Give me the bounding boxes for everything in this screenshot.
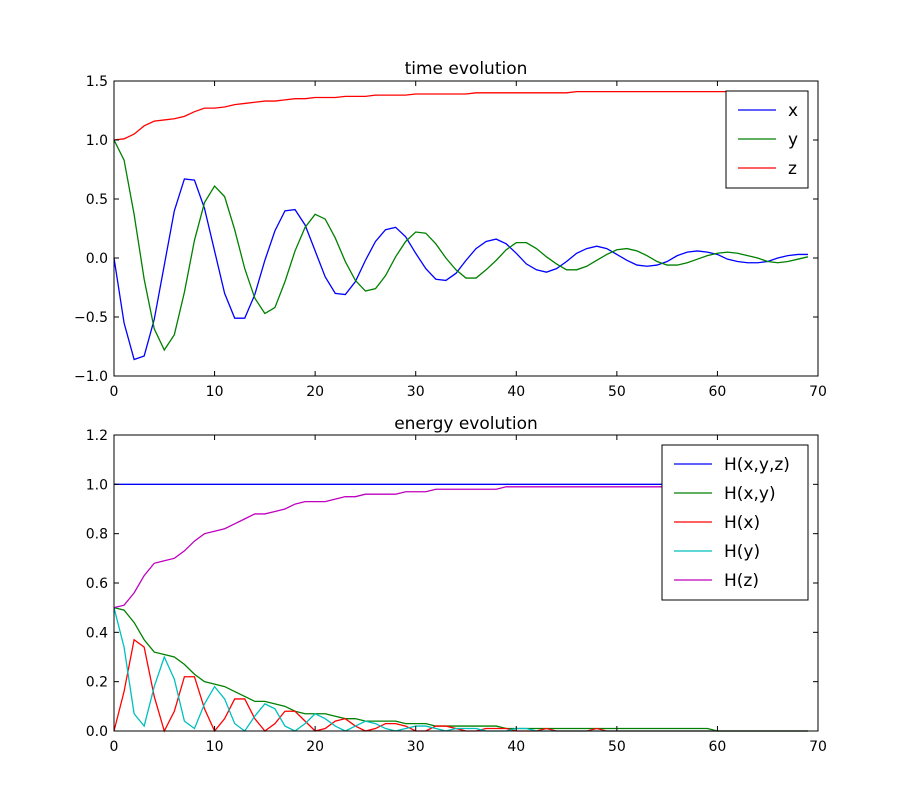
legend-label: y — [788, 130, 798, 150]
x-tick-label: 20 — [306, 384, 324, 400]
x-tick-label: 50 — [608, 739, 626, 755]
y-tick-label: 0.4 — [86, 625, 108, 641]
y-tick-label: 1.5 — [86, 74, 108, 90]
y-tick-label: 1.0 — [86, 133, 108, 149]
series-line-x — [113, 178, 808, 361]
x-tick-label: 30 — [407, 384, 425, 400]
legend-label: H(x,y,z) — [724, 455, 790, 475]
x-tick-label: 70 — [809, 739, 827, 755]
x-tick-label: 10 — [206, 384, 224, 400]
y-tick-label: −0.5 — [74, 310, 108, 326]
series-line-h-x-y — [113, 607, 808, 732]
legend: H(x,y,z) H(x,y) H(x) H(y) H(z) — [661, 444, 809, 601]
legend-label: H(x) — [724, 513, 760, 533]
energy-evolution-plot-area: 0 10 20 30 40 50 60 70 0.0 0.2 0.4 0.6 0.8 1.0 1.2 H(x,… — [86, 428, 827, 755]
legend-label: H(z) — [724, 571, 759, 591]
x-tick-label: 60 — [709, 384, 727, 400]
y-tick-label: 0.5 — [86, 192, 108, 208]
legend-label: z — [788, 159, 797, 179]
y-tick-label: 0.0 — [86, 724, 108, 740]
y-tick-label: 0.8 — [86, 527, 108, 543]
legend-label: H(y) — [724, 542, 760, 562]
legend-label: H(x,y) — [724, 484, 776, 504]
x-tick-label: 40 — [507, 739, 525, 755]
legend-label: x — [788, 101, 798, 121]
y-tick-label: 0.6 — [86, 576, 108, 592]
x-tick-label: 10 — [206, 739, 224, 755]
x-tick-label: 60 — [709, 739, 727, 755]
y-tick-label: 1.2 — [86, 428, 108, 444]
x-tick-label: 30 — [407, 739, 425, 755]
x-tick-label: 70 — [809, 384, 827, 400]
chart-title: energy evolution — [394, 414, 538, 434]
axes-frame — [113, 80, 819, 377]
y-tick-label: −1.0 — [74, 369, 108, 385]
y-tick-label: 0.2 — [86, 675, 108, 691]
energy-evolution-chart: energy evolution 0 10 20 30 40 50 60 70 0.0 0.2 0.… — [86, 414, 827, 755]
series-line-y — [113, 139, 809, 352]
y-tick-label: 0.0 — [86, 251, 108, 267]
x-tick-label: 20 — [306, 739, 324, 755]
y-tick-label: 1.0 — [86, 477, 108, 493]
time-evolution-plot-area: 0 10 20 30 40 50 60 70 −1.0 −0.5 0.0 0.5 1.0 1.5 xyz — [74, 74, 827, 400]
x-tick-label: 40 — [507, 384, 525, 400]
legend: xyz — [725, 90, 809, 189]
chart-title: time evolution — [405, 59, 528, 79]
x-tick-label: 50 — [608, 384, 626, 400]
series-line-z — [113, 90, 808, 141]
time-evolution-chart: time evolution 0 10 20 30 40 50 60 70 −1.0 −0.5 0.… — [74, 59, 827, 400]
x-tick-label: 0 — [110, 384, 119, 400]
x-tick-label: 0 — [110, 739, 119, 755]
